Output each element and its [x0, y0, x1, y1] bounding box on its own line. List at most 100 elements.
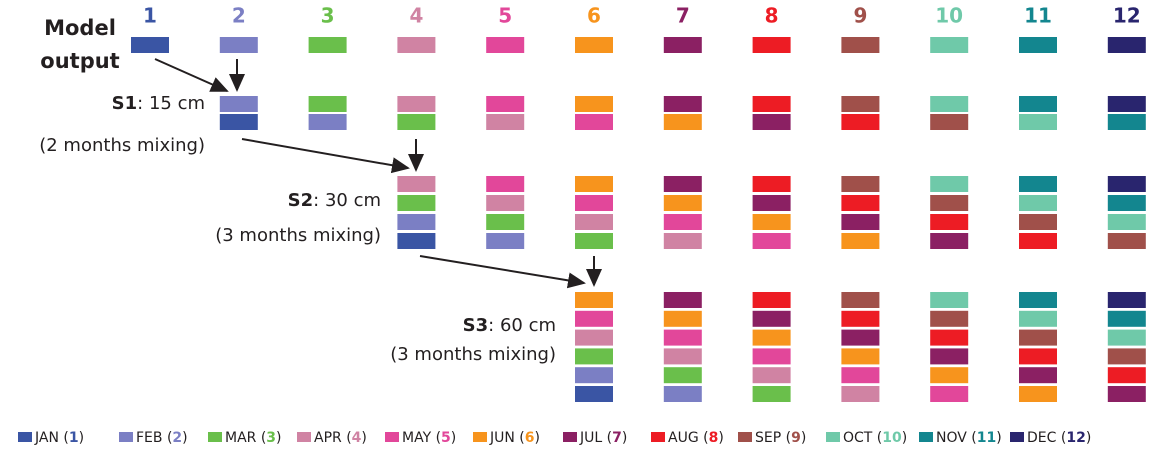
month-block [841, 292, 880, 308]
month-block [486, 214, 525, 230]
row-label: Model [44, 16, 116, 40]
month-block [841, 329, 880, 346]
month-block [841, 214, 880, 230]
month-block [219, 114, 258, 130]
month-block [308, 114, 347, 130]
month-block [1107, 386, 1146, 402]
legend-suffix: ) [535, 430, 540, 446]
row-label: S1: 15 cm [112, 93, 205, 114]
legend-swatch [297, 432, 311, 442]
column-header: 7 [676, 4, 690, 28]
month-block [1019, 214, 1057, 230]
month-block [663, 367, 702, 384]
month-block [397, 214, 436, 230]
month-block [397, 195, 436, 211]
arrow [154, 58, 229, 92]
month-block [930, 176, 969, 192]
column-header: 12 [1113, 4, 1141, 28]
month-block [1107, 114, 1146, 130]
legend-number: 9 [791, 430, 801, 446]
month-block [575, 214, 613, 230]
month-block [663, 96, 702, 112]
row-note: (3 months mixing) [390, 344, 556, 365]
month-block [841, 233, 880, 249]
month-block [1107, 367, 1146, 384]
month-block [1107, 195, 1146, 211]
month-block [663, 386, 702, 402]
legend-suffix: ) [718, 430, 723, 446]
month-block [1107, 348, 1146, 365]
legend-swatch [563, 432, 577, 442]
legend-name: JAN ( [34, 430, 69, 446]
month-block [663, 329, 702, 346]
month-block [1019, 310, 1057, 327]
month-block [930, 348, 969, 365]
legend-swatch [738, 432, 752, 442]
column-header: 10 [935, 4, 963, 28]
legend-number: 1 [69, 430, 79, 446]
month-block [930, 329, 969, 346]
month-block [1107, 292, 1146, 308]
month-block [575, 386, 613, 402]
month-block [575, 195, 613, 211]
month-block [841, 96, 880, 112]
legend-label: AUG (8) [668, 430, 724, 446]
legend-suffix: ) [182, 430, 187, 446]
month-block [575, 329, 613, 346]
column-header: 5 [498, 4, 512, 28]
legend-swatch [919, 432, 933, 442]
legend-swatch [651, 432, 665, 442]
column-header: 2 [232, 4, 246, 28]
month-block [841, 386, 880, 402]
column-header: 1 [143, 4, 157, 28]
month-block [131, 37, 169, 53]
legend-label: SEP (9) [755, 430, 806, 446]
legend-label: MAR (3) [225, 430, 282, 446]
column-header: 11 [1024, 4, 1052, 28]
month-block [930, 310, 969, 327]
legend-swatch [208, 432, 222, 442]
column-header: 9 [853, 4, 867, 28]
legend-label: DEC (12) [1027, 430, 1091, 446]
layer-depth: : 30 cm [313, 190, 381, 211]
month-block [930, 292, 969, 308]
month-block [1019, 329, 1057, 346]
month-block [930, 233, 969, 249]
legend-number: 4 [352, 430, 362, 446]
month-block [1107, 37, 1146, 53]
month-block [1107, 214, 1146, 230]
legend-swatch [385, 432, 399, 442]
legend-name: OCT ( [843, 430, 882, 446]
month-block [841, 348, 880, 365]
legend-number: 10 [882, 430, 902, 446]
month-block [397, 233, 436, 249]
month-block [575, 292, 613, 308]
legend-name: DEC ( [1027, 430, 1066, 446]
month-block [1107, 176, 1146, 192]
legend-label: OCT (10) [843, 430, 907, 446]
legend-suffix: ) [451, 430, 456, 446]
legend-name: MAR ( [225, 430, 266, 446]
legend-suffix: ) [361, 430, 366, 446]
month-block [752, 233, 791, 249]
month-block [575, 114, 613, 130]
column-header: 8 [765, 4, 779, 28]
month-block [397, 114, 436, 130]
row-label: S3: 60 cm [463, 315, 556, 336]
legend-swatch [119, 432, 133, 442]
legend-name: AUG ( [668, 430, 709, 446]
month-block [575, 233, 613, 249]
legend-swatch [1010, 432, 1024, 442]
month-block [663, 37, 702, 53]
month-block [663, 195, 702, 211]
legend-name: FEB ( [136, 430, 172, 446]
month-block [575, 348, 613, 365]
month-block [486, 96, 525, 112]
month-block [575, 176, 613, 192]
month-block [1019, 195, 1057, 211]
month-block [486, 233, 525, 249]
legend-label: JUL (7) [579, 430, 627, 446]
month-block [930, 114, 969, 130]
layer-name: S3 [463, 315, 489, 336]
month-block [1019, 233, 1057, 249]
